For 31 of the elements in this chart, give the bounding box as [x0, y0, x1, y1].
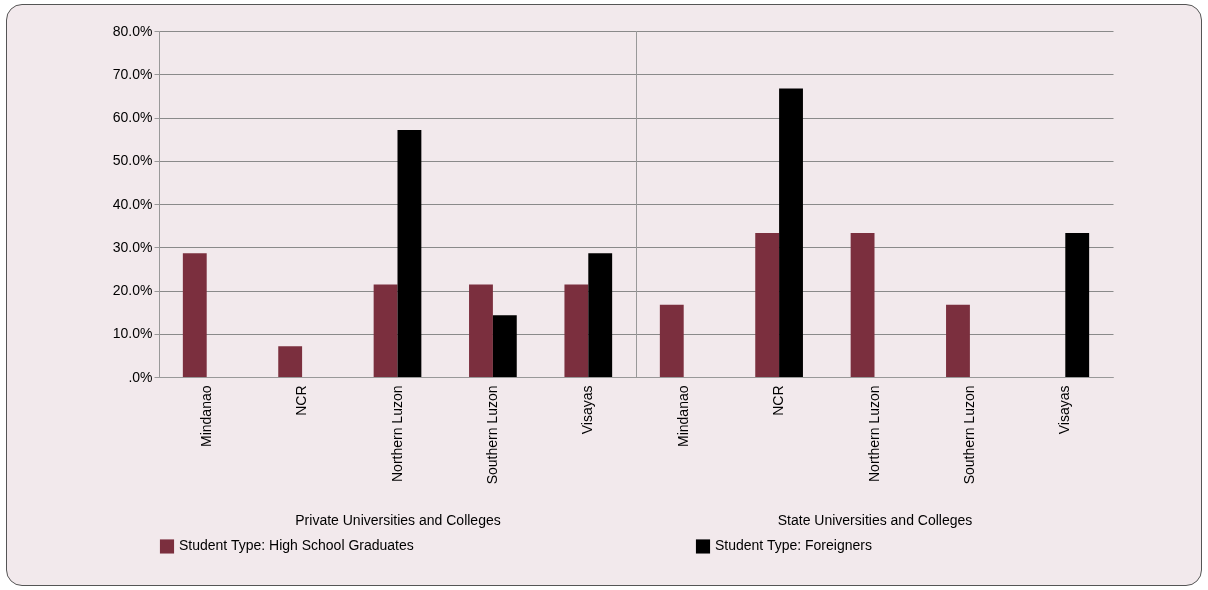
x-axis-title: State Universities and Colleges — [777, 512, 973, 529]
y-tick-label: 80.0% — [112, 22, 153, 39]
bar — [182, 253, 207, 377]
x-axis-title: Private Universities and Colleges — [295, 512, 501, 529]
y-tick-label: 20.0% — [112, 282, 153, 298]
x-tick-label: Mindanao — [674, 385, 691, 447]
y-tick-label: .0% — [128, 368, 153, 385]
bar — [588, 253, 613, 377]
x-tick-label: NCR — [770, 385, 787, 416]
x-tick-label: Visayas — [1056, 385, 1073, 435]
y-tick-label: 30.0% — [112, 238, 153, 255]
y-tick-label: 40.0% — [112, 195, 153, 212]
y-tick-label: 10.0% — [112, 325, 153, 342]
y-tick-label: 70.0% — [112, 65, 153, 82]
x-tick-label: Visayas — [579, 385, 596, 435]
x-tick-label: NCR — [293, 385, 310, 416]
legend-label: Student Type: High School Graduates — [179, 537, 414, 554]
bar — [469, 284, 493, 377]
bar — [564, 284, 589, 377]
x-tick-label: Southern Luzon — [483, 385, 500, 485]
bar — [397, 130, 422, 377]
x-tick-label: Northern Luzon — [865, 385, 882, 483]
x-tick-label: Mindanao — [197, 385, 214, 447]
x-tick-label: Northern Luzon — [388, 385, 405, 483]
y-tick-label: 60.0% — [112, 109, 153, 125]
legend-label: Student Type: Foreigners — [715, 537, 872, 554]
bar — [492, 315, 517, 377]
x-tick-label: Southern Luzon — [960, 385, 977, 485]
bar — [278, 346, 303, 377]
y-tick-label: 50.0% — [112, 152, 153, 169]
bar — [373, 284, 398, 377]
